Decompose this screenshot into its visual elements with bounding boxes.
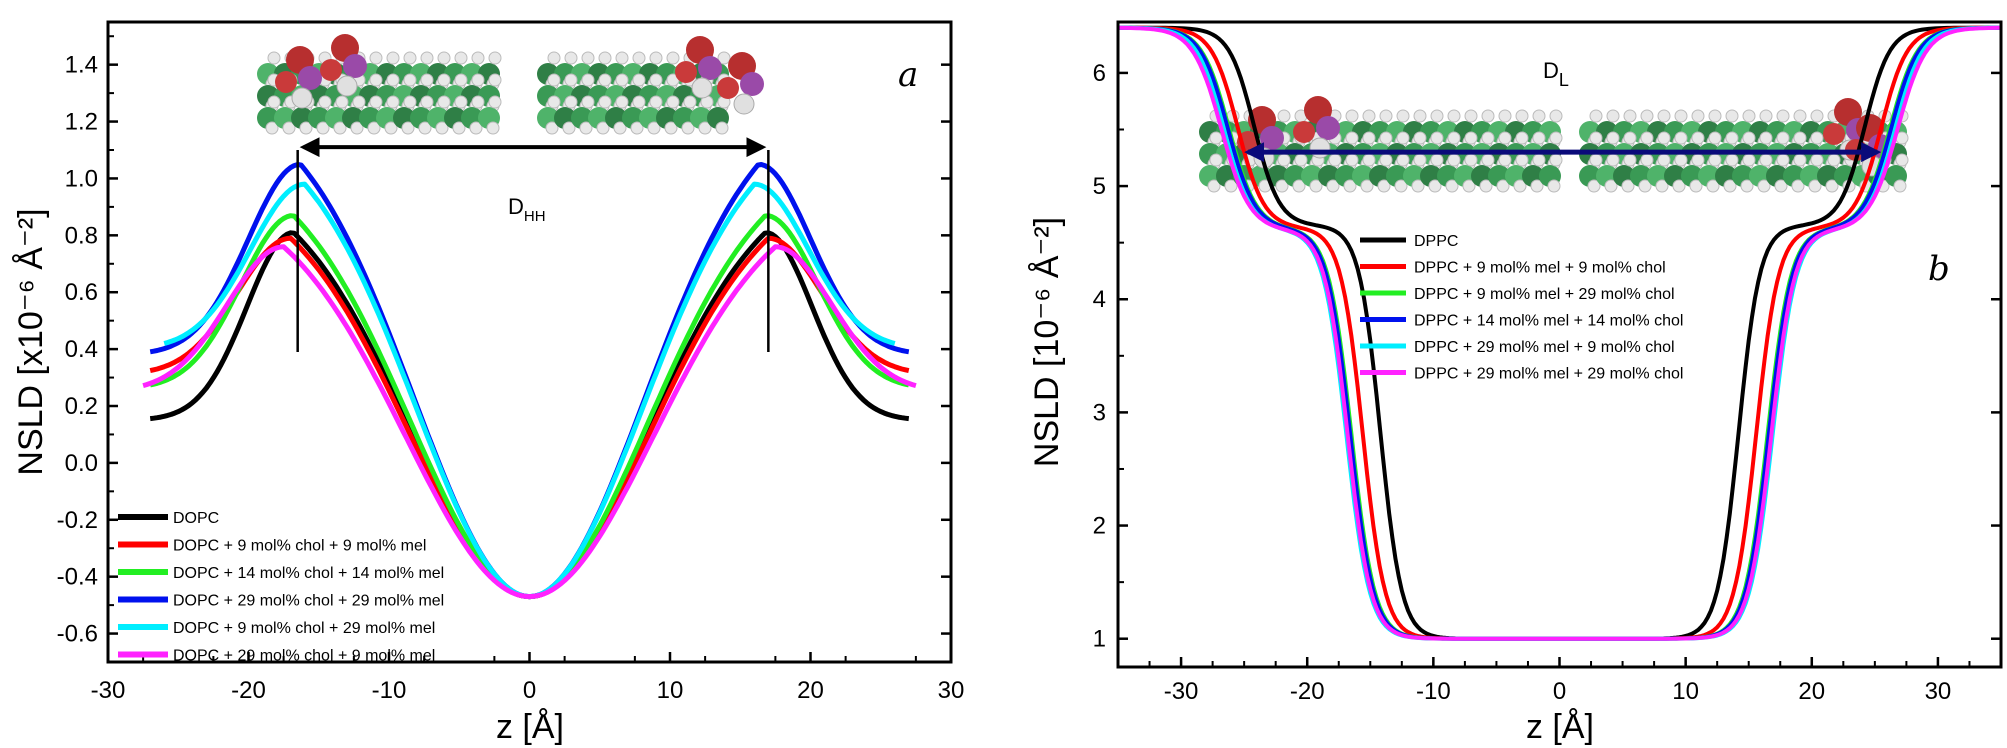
panel-a-legend-label: DOPC + 29 mol% chol + 9 mol% mel xyxy=(173,648,435,665)
panel-b-y-tick-label: 4 xyxy=(1093,286,1106,313)
panel-b-x-tick-label: 30 xyxy=(1925,678,1952,705)
panel-a-dhh-markers xyxy=(296,137,770,352)
panel-b-y-tick-label: 3 xyxy=(1093,399,1106,426)
panel-a-legend-label: DOPC xyxy=(173,510,219,527)
panel-b: -30 -20 -10 0 10 20 30 1 2 3 4 5 6 b DL z [Å] NSLD [… xyxy=(1028,20,2003,746)
panel-a-y-tick-label: -0.2 xyxy=(57,507,98,534)
panel-a-y-tick-label: 0.2 xyxy=(65,393,98,420)
panel-a-y-tick-label: 1.4 xyxy=(65,52,98,79)
panel-a-y-tick-label: 0.6 xyxy=(65,279,98,306)
panel-a-x-tick-label: -10 xyxy=(372,677,407,704)
panel-a-series-line-6 xyxy=(142,244,917,600)
panel-a-y-axis-label: NSLD [x10⁻⁶ Å⁻²] xyxy=(12,208,50,475)
panel-a-y-tick-label: 0.4 xyxy=(65,336,98,363)
panel-a-y-tick-label: 1.2 xyxy=(65,109,98,136)
panel-b-legend-label: DPPC + 9 mol% mel + 29 mol% chol xyxy=(1414,286,1675,303)
panel-a-curves xyxy=(142,162,917,600)
panel-b-y-tick-label: 6 xyxy=(1093,60,1106,87)
panel-b-y-tick-label: 5 xyxy=(1093,173,1106,200)
panel-a-y-tick-label: 0.8 xyxy=(65,222,98,249)
panel-a-y-tick-label: -0.6 xyxy=(57,621,98,648)
panel-a-ticks: -30 -20 -10 0 10 20 30 -0.6 -0.4 -0.2 0.0 0.2 0.4 0.6… xyxy=(57,35,965,704)
panel-b-ticks: -30 -20 -10 0 10 20 30 1 2 3 4 5 6 xyxy=(1093,60,2002,705)
panel-a-letter: a xyxy=(898,55,918,95)
panel-b-dl-label: DL xyxy=(1543,58,1569,90)
panel-b-x-tick-label: 10 xyxy=(1672,678,1699,705)
panel-a-x-tick-label: 0 xyxy=(523,677,536,704)
panel-a-legend-label: DOPC + 29 mol% chol + 29 mol% mel xyxy=(173,593,444,610)
panel-b-y-tick-label: 1 xyxy=(1093,626,1106,653)
panel-a-x-tick-label: -30 xyxy=(91,677,126,704)
panel-b-series-line-6 xyxy=(1118,25,2001,641)
lipid-molecule-illustration-a xyxy=(257,34,764,135)
panel-b-x-tick-label: -30 xyxy=(1164,678,1199,705)
panel-a-dhh-label: DHH xyxy=(508,194,546,225)
panel-a-x-tick-label: 30 xyxy=(938,677,965,704)
panel-b-curves xyxy=(1117,25,2002,641)
panel-b-x-tick-label: 20 xyxy=(1798,678,1825,705)
panel-b-legend: DPPC DPPC + 9 mol% mel + 9 mol% chol DPPC … xyxy=(1360,233,1683,383)
panel-a-y-tick-label: -0.4 xyxy=(57,564,98,591)
panel-a-legend-label: DOPC + 14 mol% chol + 14 mol% mel xyxy=(173,565,444,582)
panel-b-y-tick-label: 2 xyxy=(1093,513,1106,540)
panel-b-legend-label: DPPC + 29 mol% mel + 29 mol% chol xyxy=(1414,366,1683,383)
panel-a-x-tick-label: 20 xyxy=(797,677,824,704)
panel-b-x-axis-label: z [Å] xyxy=(1526,708,1594,746)
panel-a-x-tick-label: -20 xyxy=(231,677,266,704)
lipid-molecule-illustration-b xyxy=(1199,96,1909,193)
panel-b-x-tick-label: -20 xyxy=(1290,678,1325,705)
panel-b-legend-label: DPPC + 14 mol% mel + 14 mol% chol xyxy=(1414,313,1683,330)
panel-b-y-axis-label: NSLD [10⁻⁶ Å⁻²] xyxy=(1028,217,1066,467)
panel-a-x-tick-label: 10 xyxy=(657,677,684,704)
panel-a-legend-label: DOPC + 9 mol% chol + 9 mol% mel xyxy=(173,538,426,555)
panel-a: -30 -20 -10 0 10 20 30 -0.6 -0.4 -0.2 0.0 0.2 0.4 0.6… xyxy=(12,20,965,746)
panel-a-y-tick-label: 0.0 xyxy=(65,450,98,477)
panel-b-x-tick-label: -10 xyxy=(1416,678,1451,705)
panel-b-legend-label: DPPC xyxy=(1414,233,1458,250)
panel-b-legend-label: DPPC + 29 mol% mel + 9 mol% chol xyxy=(1414,339,1675,356)
panel-a-y-tick-label: 1.0 xyxy=(65,165,98,192)
panel-a-legend: DOPC DOPC + 9 mol% chol + 9 mol% mel DOPC … xyxy=(118,510,444,665)
panel-b-x-tick-label: 0 xyxy=(1553,678,1566,705)
panel-a-legend-label: DOPC + 9 mol% chol + 29 mol% mel xyxy=(173,620,435,637)
panel-b-letter: b xyxy=(1928,249,1950,289)
panel-a-x-axis-label: z [Å] xyxy=(496,708,564,746)
panel-b-legend-label: DPPC + 9 mol% mel + 9 mol% chol xyxy=(1414,260,1666,277)
